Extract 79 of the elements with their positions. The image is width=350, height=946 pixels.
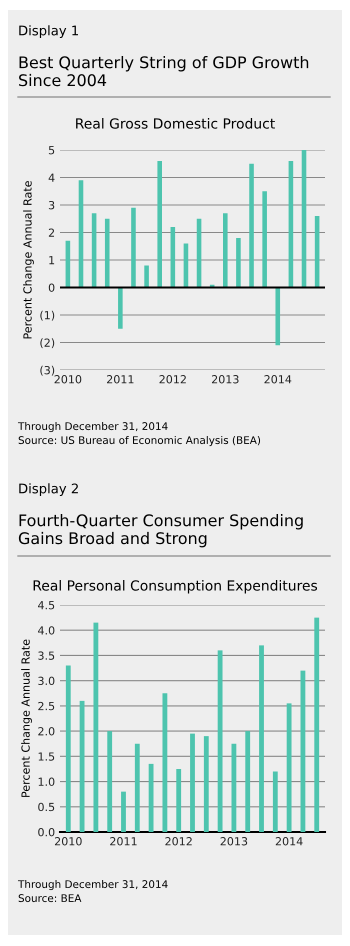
bar: [275, 288, 280, 346]
chart-subtitle: Real Gross Domestic Product: [76, 118, 275, 129]
y-tick-label: 0: [48, 283, 54, 292]
y-tick-label: 2.0: [38, 727, 54, 736]
x-tick-label: 2010: [54, 837, 82, 846]
bar: [286, 703, 292, 832]
bar: [302, 150, 306, 288]
x-tick-label: 2012: [159, 375, 186, 384]
y-tick-label: 2.5: [38, 702, 54, 710]
y-tick-label: 5: [48, 146, 54, 154]
x-tick-label: 2012: [165, 837, 192, 846]
bar: [249, 164, 254, 288]
y-tick-label: 0.5: [38, 802, 54, 812]
x-tick-label: 2014: [264, 375, 292, 384]
bar: [236, 238, 241, 288]
y-tick-label: (2): [40, 338, 54, 348]
bar: [134, 744, 140, 832]
bar: [121, 792, 126, 832]
bar: [245, 731, 250, 832]
bar: [78, 180, 84, 288]
bar: [262, 191, 267, 288]
bar: [131, 208, 136, 288]
bar: [118, 288, 123, 329]
bar: [184, 244, 188, 288]
y-axis-title: Percent Change Annual Rate: [23, 181, 34, 338]
bar: [148, 764, 154, 832]
y-tick-label: 3.0: [38, 676, 54, 686]
y-tick-label: (3): [40, 366, 54, 376]
bar: [231, 744, 236, 832]
bar: [66, 666, 71, 832]
x-tick-label: 2013: [220, 837, 248, 846]
bar: [162, 693, 168, 832]
bar: [176, 768, 182, 832]
y-tick-label: 1: [49, 256, 54, 264]
chart-title: Fourth-Quarter Consumer Spending Gains Broad and Strong: [18, 514, 303, 548]
chart-subtitle: Real Personal Consumption Expenditures: [34, 580, 318, 594]
bar: [190, 734, 195, 832]
source-note: Source: BEA: [18, 894, 82, 902]
bar: [144, 266, 149, 288]
bar: [80, 700, 84, 832]
bar: [314, 618, 320, 832]
bar: [223, 213, 228, 288]
bar: [300, 670, 306, 832]
x-tick-label: 2013: [212, 375, 239, 384]
y-tick-label: 0.0: [38, 828, 54, 836]
y-tick-label: 3.5: [38, 651, 54, 660]
x-tick-label: 2011: [110, 837, 137, 846]
x-tick-label: 2011: [107, 375, 134, 384]
bar: [93, 622, 98, 832]
text: Through December 31, 2014: [18, 422, 168, 432]
bar: [104, 218, 110, 288]
text: Display 2: [19, 483, 78, 496]
text: Through December 31, 2014: [18, 880, 168, 890]
bar: [196, 218, 202, 288]
y-tick-label: 1.5: [38, 752, 54, 761]
x-tick-label: 2010: [54, 375, 82, 384]
bar: [288, 161, 294, 288]
bar: [272, 771, 278, 832]
y-tick-label: 3: [48, 200, 54, 210]
y-tick-label: 4.0: [38, 626, 54, 635]
bar: [66, 240, 70, 288]
text: Display 1: [19, 25, 78, 38]
source-note: Source: US Bureau of Economic Analysis (BEA): [18, 436, 260, 446]
y-tick-label: 4.5: [38, 601, 54, 610]
bar: [170, 227, 176, 288]
chart-title: Best Quarterly String of GDP Growth Since 2004: [19, 56, 308, 86]
bar: [157, 161, 162, 288]
y-tick-label: 4: [48, 174, 55, 182]
bar: [92, 213, 96, 288]
bar: [218, 650, 223, 832]
y-axis-title: Percent Change Annual Rate: [21, 640, 32, 797]
x-tick-label: 2014: [276, 837, 303, 846]
y-tick-label: 2: [48, 228, 54, 237]
bar: [107, 731, 112, 832]
bar: [259, 645, 264, 832]
y-tick-label: 1.0: [38, 778, 54, 786]
bar: [314, 216, 320, 288]
bar: [204, 736, 209, 832]
y-tick-label: (1): [40, 310, 54, 321]
